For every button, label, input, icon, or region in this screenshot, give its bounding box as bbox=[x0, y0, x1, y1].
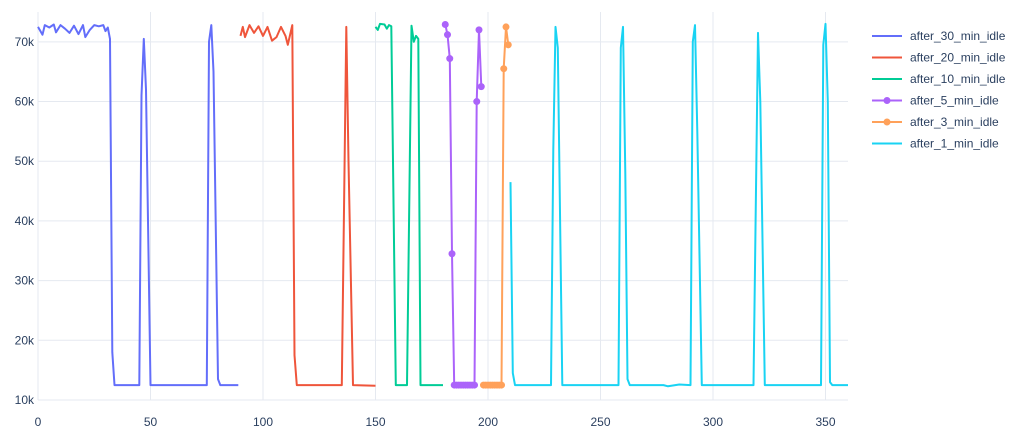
y-tick-label: 40k bbox=[15, 214, 35, 228]
y-gridlines bbox=[38, 41, 848, 401]
legend-item[interactable]: after_20_min_idle bbox=[872, 51, 1006, 65]
series-line bbox=[374, 22, 443, 387]
legend[interactable]: after_30_min_idle after_20_min_idle after_… bbox=[872, 29, 1006, 151]
series-after_1_min_idle bbox=[509, 22, 848, 388]
x-tick-label: 200 bbox=[478, 415, 498, 429]
series-line bbox=[37, 23, 239, 387]
legend-item[interactable]: after_3_min_idle bbox=[872, 115, 999, 129]
data-point bbox=[500, 65, 508, 73]
x-tick-label: 250 bbox=[590, 415, 610, 429]
legend-label: after_10_min_idle bbox=[910, 72, 1006, 86]
series-line bbox=[509, 22, 848, 388]
y-tick-labels: 10k 20k 30k 40k 50k 60k 70k bbox=[15, 35, 35, 407]
series-line bbox=[444, 24, 483, 387]
data-point bbox=[498, 381, 505, 389]
y-tick-label: 30k bbox=[15, 274, 35, 288]
plot-traces bbox=[37, 21, 848, 389]
x-tick-labels: 0 50 100 150 200 250 300 350 bbox=[35, 415, 836, 429]
legend-item[interactable]: after_30_min_idle bbox=[872, 29, 1006, 43]
y-tick-label: 60k bbox=[15, 95, 35, 109]
data-point bbox=[448, 250, 456, 258]
y-tick-label: 10k bbox=[15, 393, 35, 407]
y-tick-label: 50k bbox=[15, 154, 35, 168]
data-point bbox=[444, 31, 451, 39]
legend-item[interactable]: after_1_min_idle bbox=[872, 137, 999, 151]
legend-marker bbox=[883, 118, 891, 126]
x-tick-label: 50 bbox=[144, 415, 158, 429]
x-tick-label: 150 bbox=[365, 415, 385, 429]
legend-label: after_30_min_idle bbox=[910, 29, 1006, 43]
legend-label: after_3_min_idle bbox=[910, 115, 999, 129]
x-tick-label: 300 bbox=[703, 415, 723, 429]
series-line bbox=[239, 24, 376, 387]
series-after_3_min_idle bbox=[480, 23, 512, 389]
x-gridlines bbox=[37, 12, 826, 400]
series-after_20_min_idle bbox=[239, 24, 376, 387]
x-tick-label: 0 bbox=[35, 415, 42, 429]
legend-item[interactable]: after_5_min_idle bbox=[872, 94, 999, 108]
data-point bbox=[446, 55, 454, 63]
data-point bbox=[473, 98, 481, 106]
data-point bbox=[504, 41, 512, 49]
data-point bbox=[477, 83, 485, 91]
series-after_5_min_idle bbox=[441, 21, 485, 389]
data-point bbox=[475, 26, 483, 34]
data-point bbox=[471, 381, 478, 389]
legend-label: after_5_min_idle bbox=[910, 94, 999, 108]
series-line bbox=[483, 25, 510, 387]
x-tick-label: 350 bbox=[815, 415, 835, 429]
legend-label: after_20_min_idle bbox=[910, 51, 1006, 65]
x-tick-label: 100 bbox=[253, 415, 273, 429]
series-after_30_min_idle bbox=[37, 23, 239, 387]
data-point bbox=[441, 21, 449, 29]
legend-marker bbox=[883, 97, 891, 104]
y-tick-label: 20k bbox=[15, 333, 35, 347]
series-after_10_min_idle bbox=[374, 22, 443, 387]
legend-label: after_1_min_idle bbox=[910, 137, 999, 151]
y-tick-label: 70k bbox=[15, 35, 35, 49]
legend-item[interactable]: after_10_min_idle bbox=[872, 72, 1006, 86]
data-point bbox=[502, 23, 510, 31]
